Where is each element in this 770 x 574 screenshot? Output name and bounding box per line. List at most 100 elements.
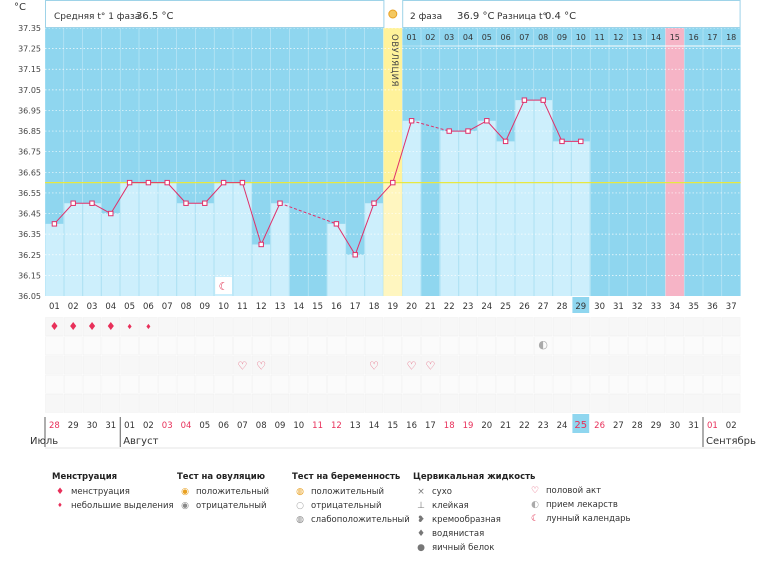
calendar-date-label: 29 [68,421,79,431]
symbol-cell [458,336,478,356]
symbol-cell [609,336,628,356]
symbol-cell [64,355,83,375]
symbol-cell [289,355,308,375]
phase2-header-box [402,0,741,28]
symbol-cell [101,394,120,413]
symbol-cell [665,336,684,356]
symbol-cell [270,355,290,375]
symbol-cell [646,394,666,413]
calendar-date-label: 10 [293,421,304,431]
cycle-day-label: 32 [632,302,643,312]
phase1-header-box [45,0,385,28]
phase1-label: Средняя t° 1 фаза [54,12,140,22]
sticky-icon: ⊥ [417,501,425,511]
y-tick-label: 36.15 [18,271,41,280]
cycle-day-label: 29 [575,302,586,312]
symbol-cell [364,355,384,375]
symbol-cell [477,355,496,375]
legend-pregnancy-positive: положительный [311,487,384,497]
calendar-date-label: 02 [143,421,154,431]
cycle-day-label: 28 [557,302,568,312]
moon-cell [215,277,232,294]
symbol-cell [552,374,572,394]
calendar-date-label: 11 [312,421,323,431]
calendar-date-label: 26 [594,421,605,431]
top-headers: 01 02 03 04 05 06 07 08 09 10 11 12 13 14 15 16 17 18 [45,0,741,47]
temperature-bar [195,203,214,296]
calendar-date-label: 08 [256,421,267,431]
cycle-day-label: 35 [688,302,699,312]
temperature-point [70,200,76,206]
temperature-bar [177,203,195,296]
symbol-cell [421,394,440,413]
phase2-label: 2 фаза [410,12,442,22]
y-tick-label: 36.85 [18,127,41,136]
symbol-cell [120,317,139,336]
symbol-cell [665,374,684,394]
calendar-date-label: 04 [181,421,192,431]
calendar-date-label: 17 [425,421,436,431]
symbol-cell [722,317,741,336]
temperature-line-segment [241,182,262,245]
symbol-cell [252,336,271,356]
temperature-point [484,118,490,124]
legend-sex: половой акт [546,486,602,496]
highlighted-day-column [665,28,685,296]
cycle-day-label: 21 [425,302,436,312]
calendar-date-label: 13 [350,421,361,431]
symbol-cell [45,394,64,413]
symbol-cell [440,374,459,394]
symbol-cell [722,394,741,413]
symbol-cell [571,317,590,336]
calendar-date-label: 29 [651,421,662,431]
symbol-cell [289,336,308,356]
symbol-cell [402,336,421,356]
temperature-point [126,179,133,186]
cycle-day-label: 19 [387,302,398,312]
temperature-point [465,128,471,134]
post-ovulation-day-label: 18 [726,33,736,42]
symbol-cell [440,355,459,375]
symbol-cell [496,374,515,394]
temperature-line-segment [373,182,394,204]
symbol-cell [64,394,83,413]
symbol-cell [402,355,421,375]
post-ovulation-day-label: 14 [651,33,661,42]
calendar-date-label: 19 [463,421,474,431]
calendar-date-label: 01 [124,421,135,431]
calendar-date-label: 06 [218,421,229,431]
post-ovulation-day-label: 07 [519,33,529,42]
menstruation-icon: ♦ [49,320,59,333]
symbol-cell [534,355,553,375]
symbol-cell [346,317,365,336]
symbol-cell [252,317,271,336]
symbol-cell [421,374,440,394]
menstruation-icon: ♦ [68,320,78,333]
symbol-cell [665,355,684,375]
cycle-day-label: 14 [293,302,304,312]
calendar-date-label: 09 [275,421,286,431]
temperature-line-segment [354,203,375,255]
symbol-cell [590,336,609,356]
symbol-cell [214,374,233,394]
symbol-cell [609,394,628,413]
symbol-rows: ♦ ♦ ♦ ♦ ♦ ♦ ♡ ♡ ♡ ♡ ♡ ◐ ☾ [45,277,741,413]
symbol-cell [64,336,83,356]
legend-ovulation-negative: отрицательный [196,501,267,511]
symbol-cell [195,336,214,356]
symbol-cell [308,336,327,356]
symbol-cell [515,317,534,336]
symbol-cell [590,394,609,413]
temperature-point [333,221,340,227]
symbol-cell [195,355,214,375]
pregnancy-positive-icon: ◍ [296,487,304,497]
cycle-day-label: 05 [124,302,135,312]
ovulation-positive-icon: ◉ [181,487,189,497]
calendar-date-label: 31 [105,421,116,431]
cycle-day-label: 34 [669,302,680,312]
temperature-point [51,221,58,227]
symbol-cell [722,336,741,356]
symbol-cell [684,374,703,394]
temperature-line-segment [335,223,356,256]
symbol-cell [609,355,628,375]
